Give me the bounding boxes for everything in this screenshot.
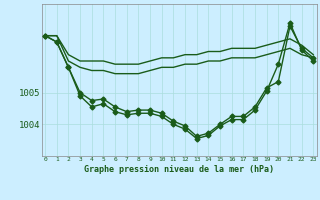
X-axis label: Graphe pression niveau de la mer (hPa): Graphe pression niveau de la mer (hPa) xyxy=(84,165,274,174)
